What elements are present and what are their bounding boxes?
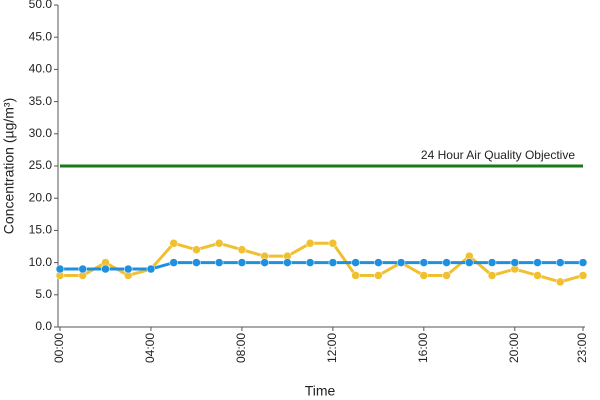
data-point (237, 245, 247, 254)
data-point (305, 239, 315, 248)
data-point (237, 258, 247, 267)
x-tick-label: 12:00 (325, 333, 339, 363)
y-tick-label: 30.0 (29, 126, 53, 140)
x-tick-label: 23:00 (575, 333, 589, 363)
y-tick-label: 25.0 (29, 158, 53, 172)
data-point (465, 258, 474, 267)
y-tick-label: 35.0 (29, 94, 53, 108)
data-point (78, 264, 87, 274)
data-point (214, 239, 224, 248)
series-line (60, 261, 583, 271)
data-point (192, 258, 201, 267)
data-point (374, 258, 383, 267)
data-point (578, 271, 588, 280)
data-point (101, 264, 110, 274)
data-point (169, 239, 178, 248)
y-tick-label: 15.0 (29, 223, 53, 237)
x-tick-label: 04:00 (143, 333, 157, 363)
x-tick-label: 20:00 (507, 333, 521, 363)
y-tick-label: 40.0 (29, 62, 53, 76)
data-point (192, 245, 201, 254)
data-point (283, 258, 292, 267)
data-point (214, 258, 224, 267)
data-point (351, 271, 360, 280)
data-point (351, 258, 360, 267)
y-tick-label: 50.0 (29, 0, 53, 11)
data-point (419, 258, 429, 267)
data-point (146, 264, 156, 274)
data-point (556, 258, 565, 267)
x-tick-label: 00:00 (52, 333, 66, 363)
x-axis-title: Time (305, 383, 336, 399)
data-point (442, 258, 451, 267)
y-tick-label: 5.0 (35, 287, 52, 301)
y-axis-title: Concentration (µg/m³) (1, 98, 17, 234)
data-point (487, 258, 497, 267)
data-point (55, 264, 65, 274)
data-point (123, 264, 133, 274)
data-point (487, 271, 497, 280)
data-point (169, 258, 178, 267)
data-point (396, 258, 406, 267)
data-point (305, 258, 315, 267)
data-point (442, 271, 451, 280)
data-point (419, 271, 429, 280)
data-point (533, 271, 542, 280)
y-tick-label: 20.0 (29, 190, 53, 204)
x-tick-label: 08:00 (234, 333, 248, 363)
data-point (556, 277, 565, 287)
data-point (533, 258, 542, 267)
line-label: 24 Hour Air Quality Objective (421, 148, 575, 162)
y-tick-label: 0.0 (35, 319, 52, 333)
data-point (374, 271, 383, 280)
y-tick-label: 10.0 (29, 255, 53, 269)
data-point (328, 239, 338, 248)
data-point (328, 258, 338, 267)
y-tick-label: 45.0 (29, 29, 53, 43)
data-point (510, 258, 520, 267)
data-point (260, 258, 269, 267)
x-tick-label: 16:00 (416, 333, 430, 363)
data-point (578, 258, 588, 267)
